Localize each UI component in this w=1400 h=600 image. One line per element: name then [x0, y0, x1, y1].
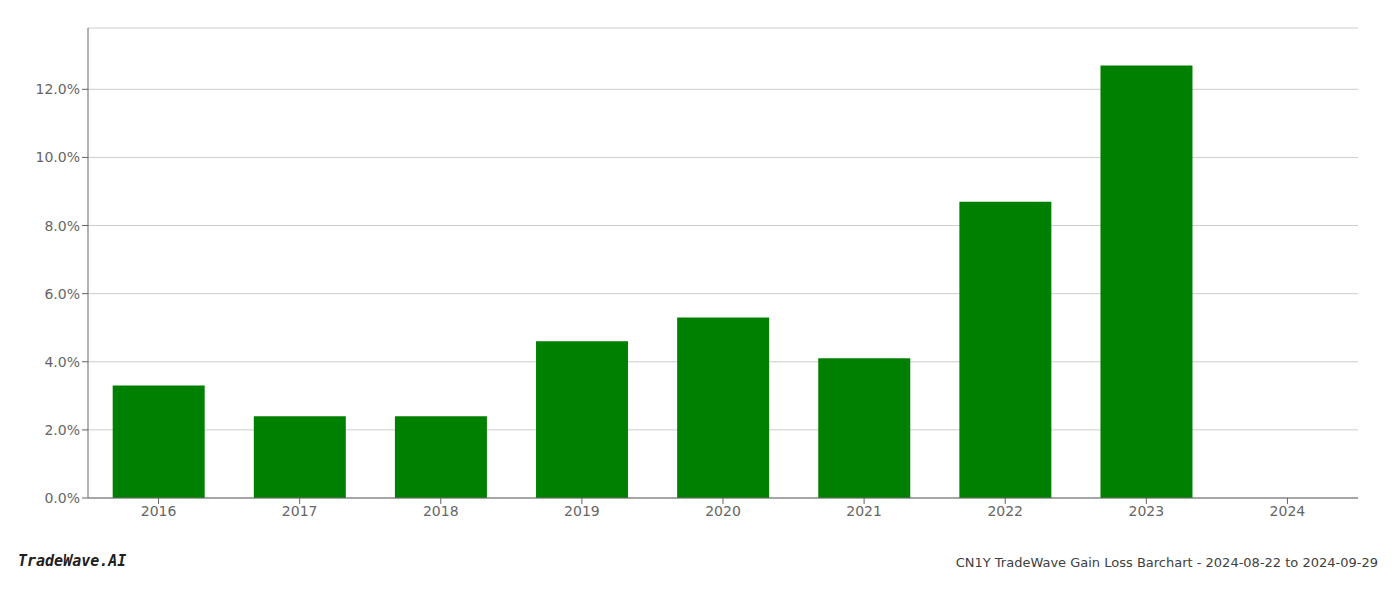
- svg-text:2024: 2024: [1270, 503, 1306, 519]
- svg-text:2021: 2021: [846, 503, 882, 519]
- svg-text:2016: 2016: [141, 503, 177, 519]
- svg-text:6.0%: 6.0%: [44, 286, 80, 302]
- html-text:TradeWave.AI: TradeWave.AI: [18, 552, 127, 570]
- svg-text:2020: 2020: [705, 503, 741, 519]
- svg-text:2019: 2019: [564, 503, 600, 519]
- svg-text:2022: 2022: [987, 503, 1023, 519]
- svg-text:2017: 2017: [282, 503, 318, 519]
- svg-text:10.0%: 10.0%: [36, 149, 80, 165]
- svg-text:2018: 2018: [423, 503, 459, 519]
- svg-text:4.0%: 4.0%: [44, 354, 80, 370]
- svg-text:2.0%: 2.0%: [44, 422, 80, 438]
- svg-text:8.0%: 8.0%: [44, 218, 80, 234]
- svg-text:12.0%: 12.0%: [36, 81, 80, 97]
- html-text:CN1Y TradeWave Gain Loss Barch: CN1Y TradeWave Gain Loss Barchart - 2024…: [955, 555, 1378, 570]
- svg-text:0.0%: 0.0%: [44, 490, 80, 506]
- svg-text:2023: 2023: [1129, 503, 1165, 519]
